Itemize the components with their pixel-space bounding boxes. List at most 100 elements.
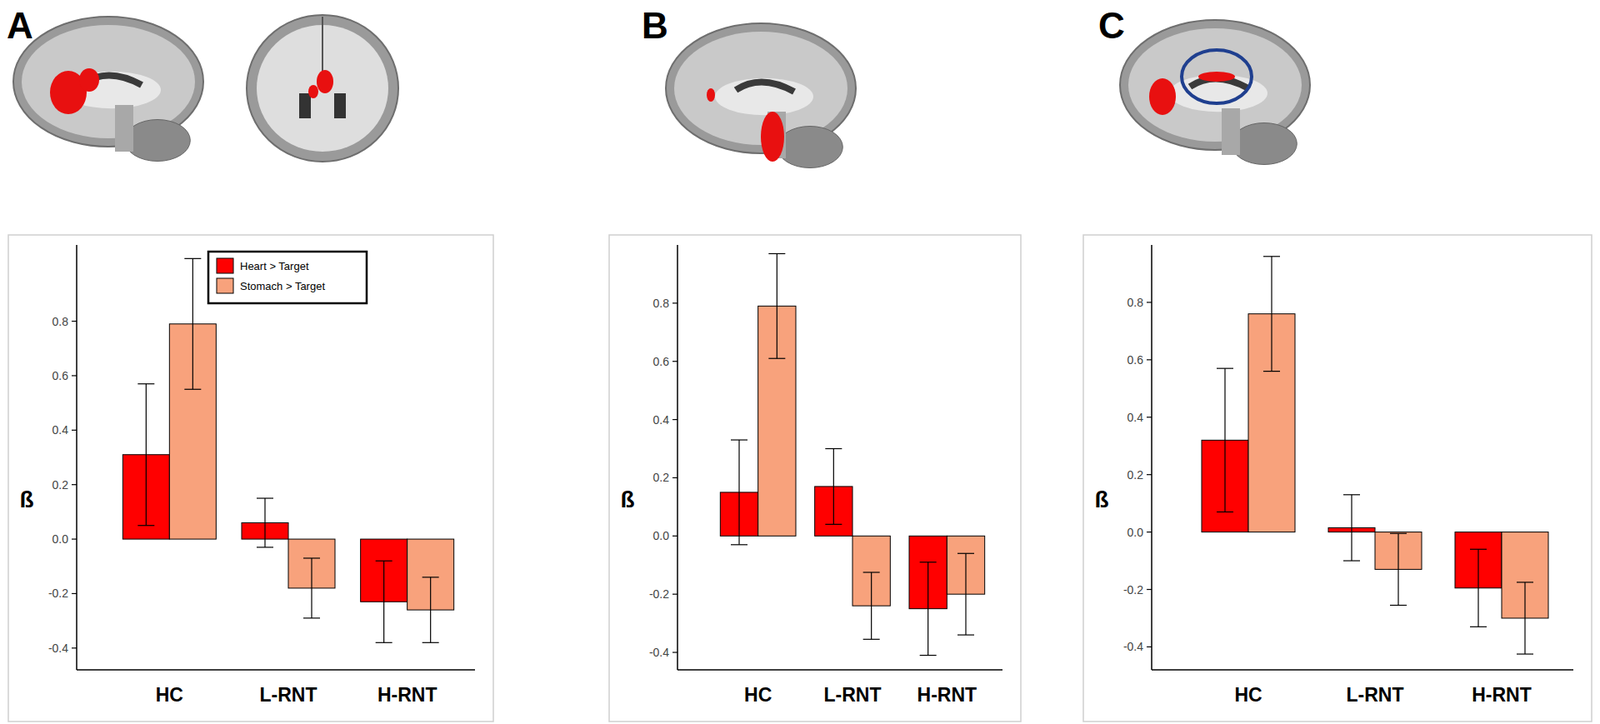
- error-bar-stem: [833, 449, 835, 525]
- error-bar-cap: [303, 617, 320, 619]
- error-bar-stem: [145, 384, 147, 526]
- y-tick: [71, 484, 77, 485]
- error-bar: [768, 253, 785, 359]
- category-label: H-RNT: [917, 684, 978, 706]
- y-tick: [672, 594, 678, 595]
- error-bar-stem: [192, 258, 194, 390]
- error-bar: [920, 562, 937, 656]
- y-tick-label: -0.2: [48, 586, 69, 600]
- activation-cluster: [316, 70, 334, 94]
- error-bar-cap: [1470, 626, 1487, 628]
- error-bar-stem: [776, 253, 778, 359]
- error-bar-cap: [825, 524, 842, 525]
- marks: [1201, 256, 1549, 655]
- activation-cluster: [308, 85, 319, 99]
- category-label: HC: [744, 684, 772, 706]
- legend-label: Stomach > Target: [240, 280, 325, 293]
- error-bar-stem: [1350, 495, 1352, 561]
- activation-cluster: [760, 111, 785, 162]
- error-bar: [303, 558, 320, 619]
- brain-cerebellum: [777, 126, 844, 169]
- brain-slice: [13, 16, 204, 162]
- highlight-circle: [1181, 50, 1252, 104]
- error-bar-cap: [1516, 653, 1534, 655]
- error-bar-cap: [137, 525, 155, 526]
- y-tick-label: 0.6: [1127, 353, 1145, 367]
- y-tick: [71, 320, 77, 322]
- panel: B-0.4-0.20.00.20.40.60.8ßHCL-RNTH-RNT: [609, 5, 1021, 722]
- error-bar-stem: [738, 440, 740, 545]
- brain-white-matter: [715, 78, 814, 115]
- y-tick: [71, 430, 77, 431]
- error-bar-cap: [957, 634, 975, 635]
- error-bar: [825, 449, 842, 525]
- panel-label: A: [6, 5, 34, 46]
- y-tick: [71, 375, 77, 376]
- y-tick-label: 0.2: [1127, 468, 1145, 482]
- error-bar-cap: [1263, 370, 1280, 372]
- brain-ventricle: [735, 81, 795, 92]
- error-bar-cap: [920, 561, 937, 563]
- y-tick-label: -0.2: [1123, 583, 1144, 597]
- y-tick: [71, 593, 77, 595]
- y-tick-label: 0.0: [1127, 525, 1145, 540]
- brain-stem: [115, 105, 134, 152]
- y-tick: [672, 419, 678, 420]
- x-axis: [76, 669, 475, 671]
- y-tick: [1146, 416, 1152, 418]
- panel: C-0.4-0.20.00.20.40.60.8ßHCL-RNTH-RNT: [1083, 5, 1592, 722]
- y-tick: [672, 651, 678, 653]
- category-label: HC: [155, 684, 184, 706]
- error-bar: [1516, 582, 1534, 655]
- error-bar-cap: [375, 560, 393, 562]
- error-bar-cap: [1470, 549, 1487, 550]
- category-label: L-RNT: [824, 684, 882, 706]
- y-tick-label: 0.8: [52, 315, 70, 329]
- y-tick: [1146, 646, 1152, 648]
- marks: [122, 258, 454, 643]
- y-tick-label: -0.2: [649, 587, 670, 601]
- error-bar-stem: [1270, 256, 1272, 372]
- panel: A-0.4-0.20.00.20.40.60.8ßHCL-RNTH-RNTHea…: [6, 5, 494, 722]
- x-axis: [1151, 669, 1574, 671]
- activation-cluster: [706, 88, 715, 102]
- error-bar-cap: [768, 358, 785, 360]
- legend-swatch: [216, 278, 234, 294]
- error-bar-cap: [184, 258, 201, 260]
- y-tick: [1146, 589, 1152, 590]
- y-tick: [1146, 474, 1152, 475]
- error-bar: [1343, 495, 1360, 561]
- activation-cluster: [1198, 71, 1235, 82]
- panel-label: B: [641, 5, 669, 46]
- error-bar: [1263, 256, 1280, 372]
- error-bar-cap: [375, 642, 393, 644]
- y-tick: [71, 647, 77, 649]
- error-bar-stem: [1224, 368, 1225, 512]
- y-tick-label: 0.4: [52, 423, 70, 437]
- error-bar-cap: [422, 642, 440, 644]
- brain-outline: [246, 15, 399, 162]
- error-bar-cap: [1263, 255, 1280, 257]
- error-bar-cap: [957, 553, 975, 555]
- marks: [720, 253, 985, 655]
- error-bar-stem: [264, 498, 265, 548]
- brain-slice: [246, 15, 399, 162]
- error-bar-cap: [1390, 605, 1407, 606]
- error-bar-cap: [137, 383, 155, 385]
- category-label: L-RNT: [260, 684, 318, 706]
- chart-frame: [609, 235, 1021, 722]
- x-axis: [677, 669, 1003, 671]
- y-tick: [1146, 359, 1152, 360]
- error-bar: [1390, 533, 1407, 605]
- error-bar-cap: [303, 557, 320, 559]
- error-bar: [137, 384, 155, 526]
- y-tick-label: 0.2: [653, 470, 670, 485]
- error-bar-cap: [730, 544, 748, 545]
- y-tick-label: 0.8: [653, 296, 670, 310]
- error-bar-cap: [422, 576, 440, 578]
- error-bar-stem: [965, 553, 966, 635]
- y-tick-label: 0.6: [653, 355, 670, 369]
- error-bar: [730, 440, 748, 545]
- error-bar: [184, 258, 201, 390]
- y-tick-label: -0.4: [48, 641, 69, 655]
